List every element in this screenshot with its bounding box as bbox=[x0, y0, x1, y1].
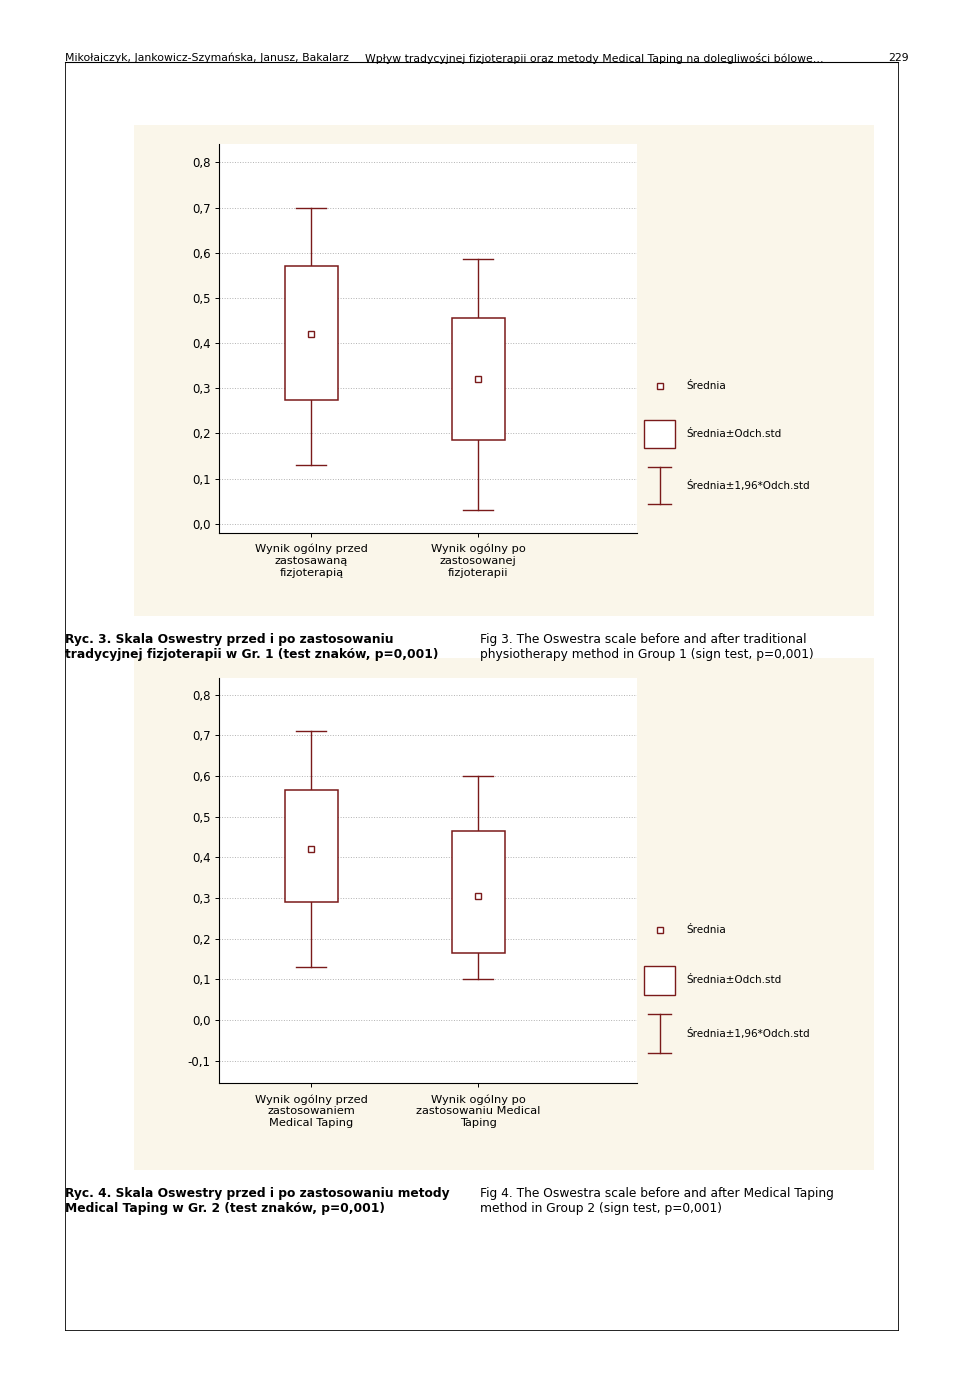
Text: Średnia±1,96*Odch.std: Średnia±1,96*Odch.std bbox=[686, 479, 810, 490]
Text: Mikołajczyk, Jankowicz-Szymańska, Janusz, Bakalarz: Mikołajczyk, Jankowicz-Szymańska, Janusz… bbox=[65, 53, 349, 64]
Text: 229: 229 bbox=[888, 53, 908, 62]
Text: Średnia: Średnia bbox=[686, 381, 727, 391]
Text: Fig 4. The Oswestra scale before and after Medical Taping
method in Group 2 (sig: Fig 4. The Oswestra scale before and aft… bbox=[480, 1187, 834, 1215]
Bar bbox=[644, 420, 675, 449]
Text: Średnia±Odch.std: Średnia±Odch.std bbox=[686, 975, 782, 985]
Bar bbox=[284, 791, 338, 902]
Text: Wpływ tradycyjnej fizjoterapii oraz metody Medical Taping na dolegliwości bólowe: Wpływ tradycyjnej fizjoterapii oraz meto… bbox=[365, 53, 824, 64]
Bar bbox=[451, 831, 505, 953]
Text: Średnia±Odch.std: Średnia±Odch.std bbox=[686, 429, 782, 439]
Text: Średnia: Średnia bbox=[686, 925, 727, 935]
Text: Fig 3. The Oswestra scale before and after traditional
physiotherapy method in G: Fig 3. The Oswestra scale before and aft… bbox=[480, 633, 814, 661]
Bar bbox=[644, 965, 675, 994]
Text: Ryc. 4. Skala Oswestry przed i po zastosowaniu metody
Medical Taping w Gr. 2 (te: Ryc. 4. Skala Oswestry przed i po zastos… bbox=[65, 1187, 450, 1215]
Text: Ryc. 3. Skala Oswestry przed i po zastosowaniu
tradycyjnej fizjoterapii w Gr. 1 : Ryc. 3. Skala Oswestry przed i po zastos… bbox=[65, 633, 439, 661]
Text: Średnia±1,96*Odch.std: Średnia±1,96*Odch.std bbox=[686, 1028, 810, 1039]
Bar bbox=[284, 266, 338, 399]
Bar bbox=[451, 319, 505, 440]
